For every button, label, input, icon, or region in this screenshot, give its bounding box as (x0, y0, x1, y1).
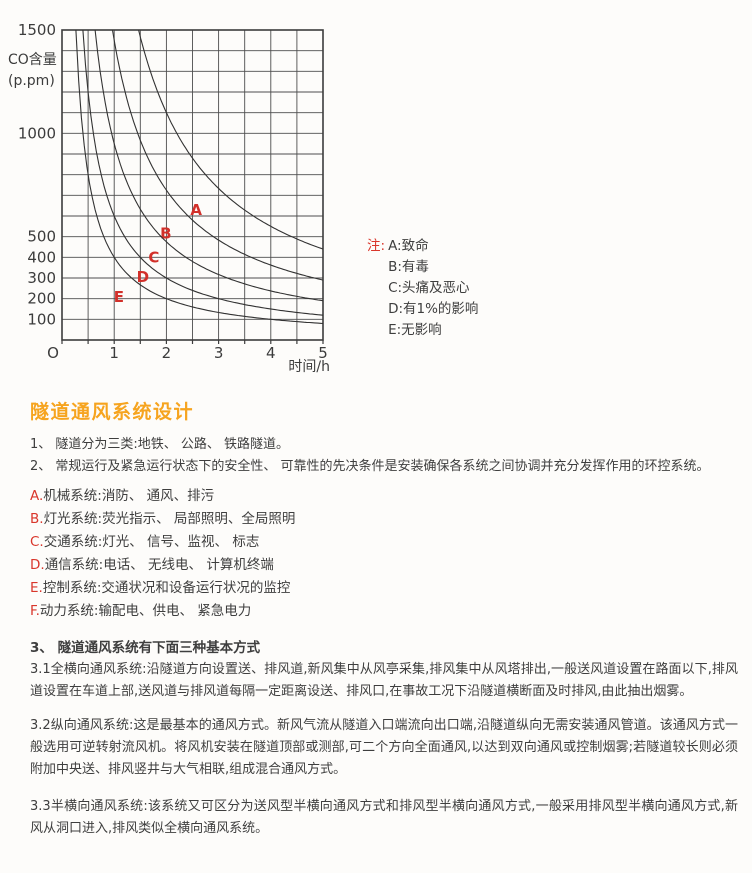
x-tick-label: 4 (266, 344, 276, 362)
x-tick-label: 5 (318, 344, 328, 362)
legend-row-A: A:致命 (388, 238, 429, 254)
system-text: 交通系统:灯光、 信号、监视、 标志 (43, 534, 260, 550)
y-tick-label: 300 (27, 269, 56, 287)
x-tick-label: 1 (109, 344, 119, 362)
y-tick-label: 400 (27, 248, 56, 266)
paragraph-3-2: 3.2纵向通风系统:这是最基本的通风方式。新风气流从隧道入口端流向出口端,沿隧道… (30, 718, 738, 777)
system-text: 动力系统:输配电、供电、 紧急电力 (39, 603, 252, 619)
system-letter: C. (30, 534, 44, 550)
chart-legend: 注: A:致命 B:有毒 C:头痛及恶心 D:有1%的影响 E:无影响 (367, 236, 478, 341)
y-tick-label: 1500 (18, 21, 56, 39)
paragraph-3-1: 3.1全横向通风系统:沿隧道方向设置送、排风道,新风集中从风亭采集,排风集中从风… (30, 662, 738, 699)
curve-label-E: E (114, 288, 124, 306)
system-text: 通信系统:电话、 无线电、 计算机终端 (44, 557, 274, 573)
legend-row-E: E:无影响 (388, 322, 442, 338)
curve-A (138, 29, 324, 250)
page-title: 隧道通风系统设计 (30, 401, 195, 423)
system-letter: D. (30, 557, 45, 573)
system-text: 控制系统:交通状况和设备运行状况的监控 (42, 580, 291, 596)
x-tick-label: O (47, 344, 59, 362)
system-item-F: F.动力系统:输配电、供电、 紧急电力 (30, 600, 738, 623)
system-letter: A. (30, 488, 44, 504)
x-tick-label: 2 (162, 344, 172, 362)
y-tick-label: 200 (27, 290, 56, 308)
co-exposure-chart: A B C D E 1500 1000 500 400 300 200 100 CO含量 (p.pm) O 1… (0, 0, 752, 385)
article-body: 隧道通风系统设计 1、 隧道分为三类:地铁、 公路、 铁路隧道。 2、 常规运行… (0, 401, 752, 840)
system-letter: F. (30, 603, 40, 619)
y-axis-title: CO含量 (8, 52, 57, 68)
system-letter: B. (30, 511, 44, 527)
y-tick-label: 500 (27, 228, 56, 246)
legend-row-D: D:有1%的影响 (388, 301, 479, 317)
curve-B (111, 29, 324, 281)
system-item-D: D.通信系统:电话、 无线电、 计算机终端 (30, 554, 738, 577)
curve-label-A: A (190, 201, 202, 219)
y-tick-label: 100 (27, 310, 56, 328)
systems-list: A.机械系统:消防、 通风、排污 B.灯光系统:荧光指示、 局部照明、全局照明 C.… (30, 485, 738, 623)
curve-E (75, 29, 324, 325)
section3-title: 3、 隧道通风系统有下面三种基本方式 (30, 640, 261, 656)
system-letter: E. (30, 580, 43, 596)
system-item-C: C.交通系统:灯光、 信号、监视、 标志 (30, 531, 738, 554)
y-tick-label: 1000 (18, 124, 56, 142)
curve-label-D: D (137, 268, 149, 286)
system-text: 机械系统:消防、 通风、排污 (43, 488, 215, 504)
legend-rows: A:致命 B:有毒 C:头痛及恶心 D:有1%的影响 E:无影响 (388, 236, 478, 341)
system-item-A: A.机械系统:消防、 通风、排污 (30, 485, 738, 508)
curve-label-B: B (160, 225, 171, 243)
system-item-B: B.灯光系统:荧光指示、 局部照明、全局照明 (30, 508, 738, 531)
system-item-E: E.控制系统:交通状况和设备运行状况的监控 (30, 577, 738, 600)
intro-item-1: 1、 隧道分为三类:地铁、 公路、 铁路隧道。 (30, 437, 290, 452)
y-axis-title: (p.pm) (8, 73, 55, 89)
x-axis-title: 时间/h (288, 359, 330, 375)
intro-item-2: 2、 常规运行及紧急运行状态下的安全性、 可靠性的先决条件是安装确保各系统之间协… (30, 459, 710, 474)
x-tick-label: 3 (214, 344, 224, 362)
curve-label-C: C (148, 249, 159, 267)
curve-C (94, 29, 324, 302)
legend-row-B: B:有毒 (388, 259, 429, 275)
legend-prefix: 注: (367, 238, 386, 254)
legend-row-C: C:头痛及恶心 (388, 280, 470, 296)
paragraph-3-3: 3.3半横向通风系统:该系统又可区分为送风型半横向通风方式和排风型半横向通风方式… (30, 799, 738, 836)
curve-D (82, 29, 324, 316)
system-text: 灯光系统:荧光指示、 局部照明、全局照明 (43, 511, 296, 527)
